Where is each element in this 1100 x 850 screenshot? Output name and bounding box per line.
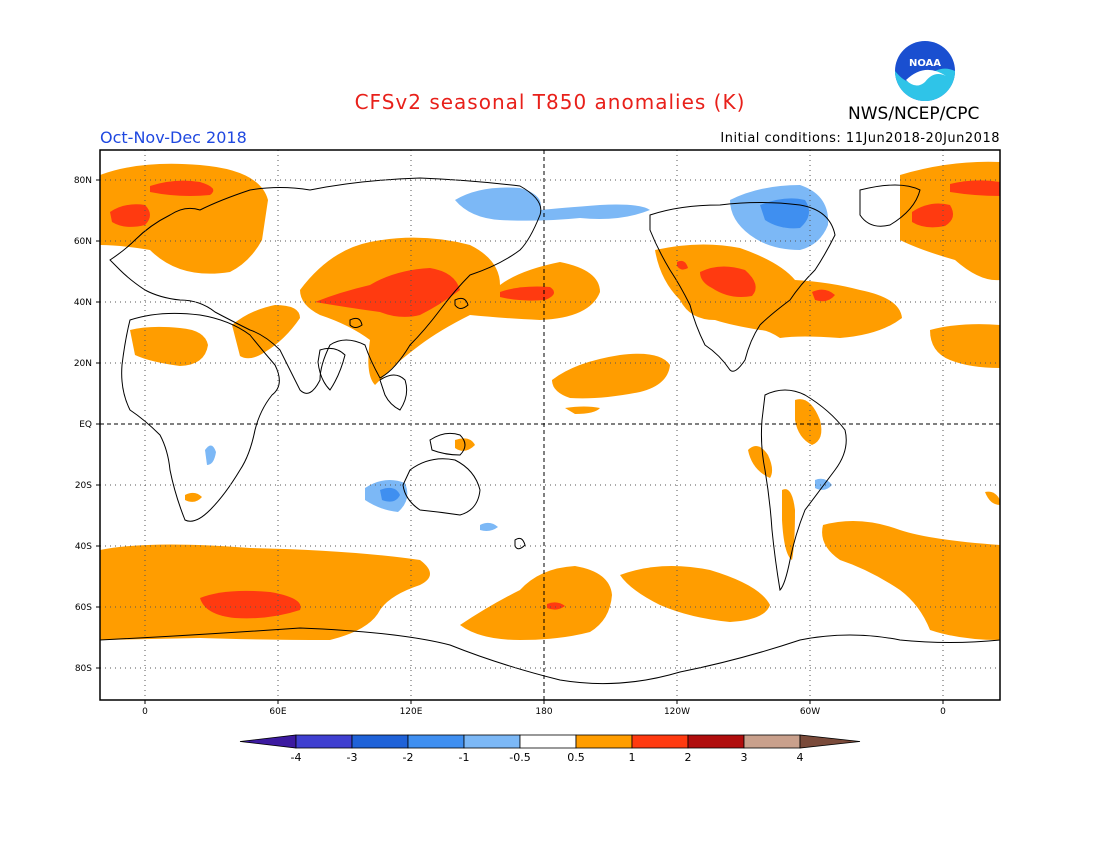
latitude-labels: 80N 60N 40N 20N EQ 20S 40S 60S 80S <box>74 176 92 674</box>
land-outlines <box>100 177 1000 685</box>
colorbar-level: -4 <box>291 751 302 764</box>
anomaly-field <box>100 161 1000 640</box>
lat-label: 60N <box>74 237 92 247</box>
equator-and-dateline <box>100 150 1000 700</box>
initial-conditions: Initial conditions: 11Jun2018-20Jun2018 <box>720 131 1000 146</box>
lon-label: 180 <box>535 707 552 717</box>
colorbar-swatch <box>743 734 801 749</box>
colorbar-swatch <box>519 734 577 749</box>
lon-label: 120W <box>664 707 690 717</box>
svg-text:NOAA: NOAA <box>909 58 941 69</box>
colorbar-level: -2 <box>403 751 414 764</box>
colorbar-level: -1 <box>459 751 470 764</box>
colorbar-level: 2 <box>685 751 692 764</box>
lon-label: 120E <box>400 707 423 717</box>
lat-label: 80S <box>75 664 92 674</box>
lat-label: EQ <box>79 420 92 430</box>
colorbar-level: 4 <box>797 751 804 764</box>
lat-label: 40S <box>75 542 92 552</box>
colorbar-swatch <box>351 734 409 749</box>
agency-label: NWS/NCEP/CPC <box>848 104 980 124</box>
lat-label: 20N <box>74 359 92 369</box>
lat-label: 20S <box>75 481 92 491</box>
colorbar-arrow-low <box>239 734 297 749</box>
colorbar: -4 -3 -2 -1 -0.5 0.5 1 2 3 4 <box>239 734 861 764</box>
map-frame <box>99 149 1001 701</box>
forecast-period: Oct-Nov-Dec 2018 <box>100 128 247 147</box>
lon-label: 0 <box>142 707 148 717</box>
lon-label: 0 <box>940 707 946 717</box>
grid-lines <box>100 150 1000 700</box>
colorbar-swatch <box>575 734 633 749</box>
colorbar-arrow-high <box>799 734 861 749</box>
colorbar-level: -0.5 <box>509 751 530 764</box>
colorbar-level: 3 <box>741 751 748 764</box>
map-title: CFSv2 seasonal T850 anomalies (K) <box>354 90 746 114</box>
colorbar-level: 0.5 <box>567 751 585 764</box>
lat-label: 40N <box>74 298 92 308</box>
longitude-labels: 0 60E 120E 180 120W 60W 0 <box>142 707 946 717</box>
colorbar-swatch <box>295 734 353 749</box>
lon-label: 60E <box>269 707 286 717</box>
lon-label: 60W <box>800 707 820 717</box>
noaa-logo: NOAA <box>895 41 955 101</box>
lat-label: 80N <box>74 176 92 186</box>
colorbar-level: 1 <box>629 751 636 764</box>
colorbar-swatch <box>631 734 689 749</box>
lat-label: 60S <box>75 603 92 613</box>
colorbar-swatch <box>687 734 745 749</box>
colorbar-swatch <box>463 734 521 749</box>
colorbar-swatch <box>407 734 465 749</box>
colorbar-level: -3 <box>347 751 358 764</box>
